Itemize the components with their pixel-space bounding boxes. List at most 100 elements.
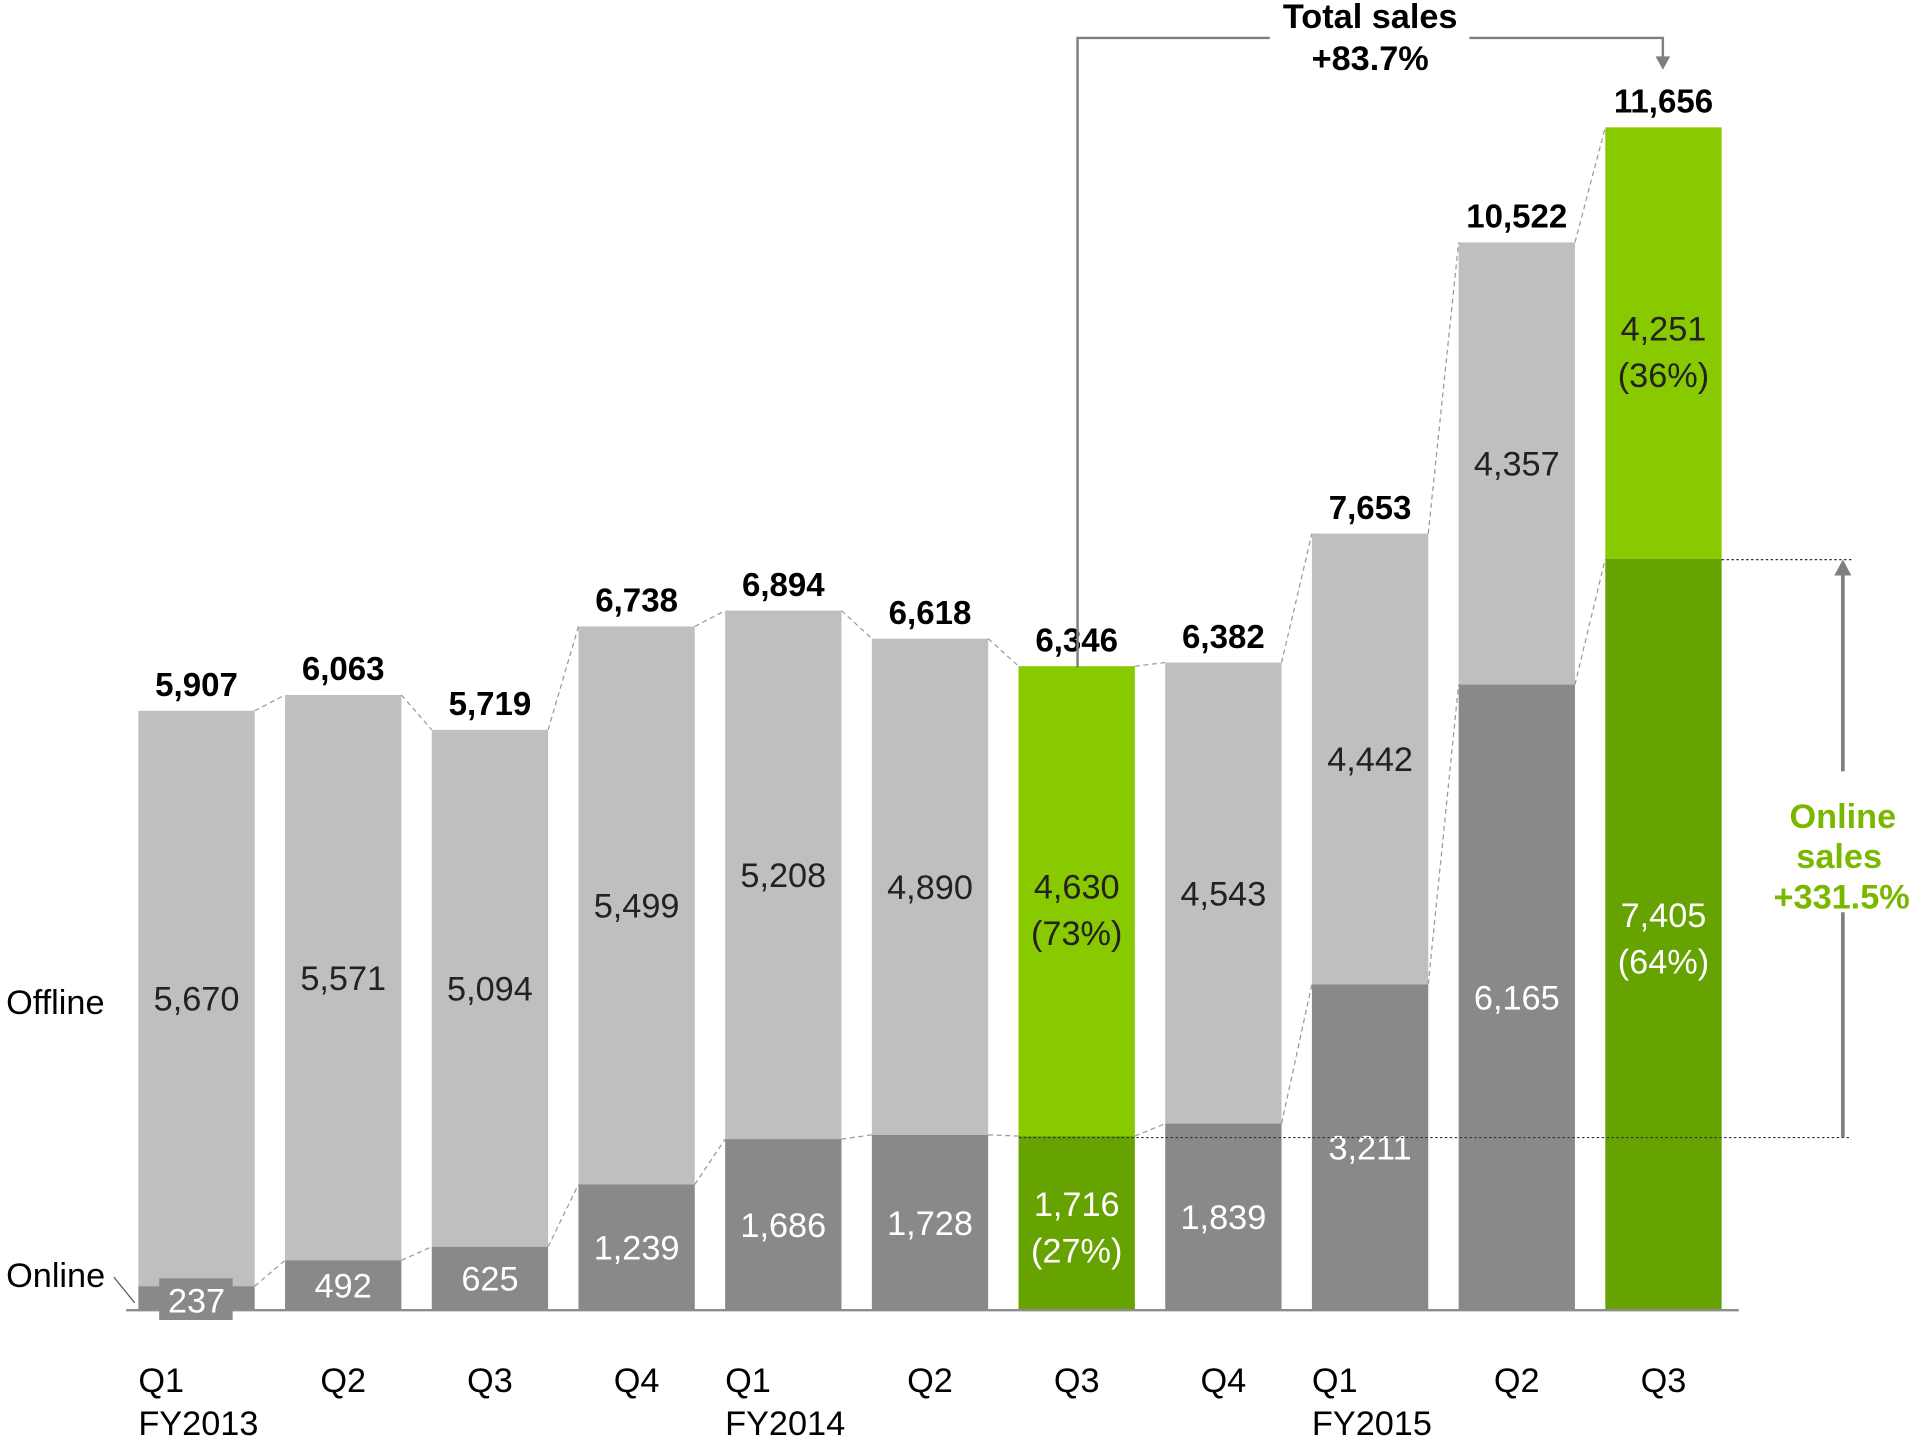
total-connector-8 — [1427, 242, 1460, 534]
online-connector-8 — [1427, 684, 1460, 985]
online-value-8: 3,211 — [1328, 1130, 1411, 1168]
total-connector-5 — [987, 638, 1019, 667]
total-label-10: 11,656 — [1614, 84, 1713, 121]
bar-online-6 — [1018, 1136, 1135, 1311]
arrow-up-icon — [1834, 559, 1852, 576]
legend-label-online: Online — [6, 1257, 105, 1295]
bar-offline-9 — [1458, 242, 1575, 685]
online-percent-6: (27%) — [1031, 1232, 1122, 1270]
online-sales-change: +331.5% — [1774, 879, 1910, 917]
online-connector-4 — [841, 1134, 872, 1140]
total-sales-annotation: Total sales +83.7% — [1076, 0, 1671, 668]
total-connector-3 — [694, 610, 726, 627]
online-value-box-0 — [159, 1278, 233, 1320]
total-connector-6 — [1134, 661, 1166, 667]
total-bracket-left — [1076, 36, 1270, 668]
fiscal-year-label-0: FY2013 — [138, 1405, 258, 1440]
online-connector-3 — [694, 1138, 726, 1185]
total-label-9: 10,522 — [1466, 199, 1567, 236]
x-tick-label-2: Q3 — [467, 1362, 513, 1400]
bar-offline-10 — [1605, 127, 1722, 559]
x-tick-label-1: Q2 — [320, 1362, 366, 1400]
online-sales-line1: Online — [1790, 798, 1897, 836]
total-bracket-right — [1469, 36, 1665, 59]
legend-label-offline: Offline — [6, 984, 104, 1022]
online-percent-10: (64%) — [1618, 944, 1709, 982]
bar-offline-6 — [1018, 666, 1135, 1137]
total-label-0: 5,907 — [155, 667, 238, 704]
bar-online-3 — [578, 1184, 695, 1311]
online-value-3: 1,239 — [594, 1230, 680, 1268]
x-tick-label-6: Q3 — [1054, 1362, 1100, 1400]
fiscal-year-label-4: FY2014 — [725, 1405, 845, 1440]
online-value-9: 6,165 — [1474, 980, 1560, 1018]
online-sales-annotation: Online sales +331.5% — [1018, 558, 1910, 1139]
x-tick-label-3: Q4 — [614, 1362, 660, 1400]
online-value-5: 1,728 — [887, 1205, 973, 1243]
bar-online-8 — [1311, 984, 1429, 1311]
total-sales-title: Total sales — [1283, 0, 1458, 36]
online-value-0: 237 — [168, 1283, 225, 1321]
online-connector-2 — [547, 1184, 579, 1248]
bar-online-5 — [871, 1134, 989, 1311]
total-label-2: 5,719 — [449, 686, 532, 723]
total-label-7: 6,382 — [1182, 619, 1265, 656]
bar-offline-8 — [1311, 533, 1429, 985]
x-tick-label-7: Q4 — [1201, 1362, 1247, 1400]
online-leader-line — [113, 1276, 136, 1304]
bar-online-1 — [285, 1260, 402, 1311]
offline-value-2: 5,094 — [447, 971, 533, 1009]
bar-online-2 — [431, 1246, 549, 1311]
online-connector-9 — [1574, 558, 1606, 685]
offline-value-5: 4,890 — [887, 869, 973, 907]
bar-online-9 — [1458, 684, 1575, 1311]
total-sales-change: +83.7% — [1312, 40, 1429, 78]
x-tick-label-4: Q1 — [725, 1362, 771, 1400]
bar-offline-1 — [285, 694, 402, 1261]
bar-offline-3 — [578, 626, 695, 1185]
offline-value-1: 5,571 — [300, 960, 386, 998]
x-tick-label-0: Q1 — [138, 1362, 184, 1400]
bar-online-7 — [1165, 1123, 1282, 1311]
bar-offline-7 — [1165, 662, 1282, 1124]
bars-layer — [138, 127, 1722, 1311]
online-connector-0 — [254, 1259, 286, 1287]
offline-value-3: 5,499 — [594, 888, 680, 926]
offline-value-10: 4,251 — [1621, 311, 1707, 349]
x-tick-label-9: Q2 — [1494, 1362, 1540, 1400]
total-connector-7 — [1280, 533, 1313, 663]
x-tick-label-8: Q1 — [1312, 1362, 1358, 1400]
online-connector-1 — [401, 1246, 433, 1261]
offline-percent-6: (73%) — [1031, 915, 1122, 953]
bar-offline-2 — [431, 729, 549, 1247]
labels-layer: 5,907 5,670 237 Q1 FY2013 6,063 5,571 492 Q2 5,71… — [138, 84, 1713, 1440]
total-label-8: 7,653 — [1329, 490, 1412, 527]
bar-online-10 — [1605, 558, 1722, 1311]
offline-value-0: 5,670 — [154, 981, 240, 1019]
offline-value-9: 4,357 — [1474, 446, 1560, 484]
x-tick-label-10: Q3 — [1641, 1362, 1687, 1400]
bar-offline-4 — [725, 610, 842, 1140]
total-connector-9 — [1574, 127, 1606, 243]
total-connector-1 — [400, 694, 433, 731]
online-value-2: 625 — [461, 1261, 518, 1299]
offline-value-7: 4,543 — [1181, 875, 1267, 913]
total-label-1: 6,063 — [302, 651, 385, 688]
online-value-4: 1,686 — [740, 1207, 826, 1245]
online-value-10: 7,405 — [1621, 897, 1707, 935]
offline-value-4: 5,208 — [740, 857, 826, 895]
x-tick-label-5: Q2 — [907, 1362, 953, 1400]
total-label-3: 6,738 — [595, 583, 678, 620]
bar-offline-0 — [138, 710, 255, 1287]
online-connector-5 — [988, 1134, 1019, 1137]
bar-offline-5 — [871, 638, 989, 1135]
total-connector-0 — [254, 694, 286, 712]
online-value-6: 1,716 — [1034, 1186, 1120, 1224]
total-connector-2 — [547, 626, 580, 731]
offline-value-8: 4,442 — [1327, 741, 1413, 779]
online-sales-line2: sales — [1796, 838, 1882, 876]
total-label-5: 6,618 — [889, 595, 972, 632]
connectors-layer — [254, 127, 1606, 1287]
arrow-down-icon — [1655, 56, 1671, 70]
